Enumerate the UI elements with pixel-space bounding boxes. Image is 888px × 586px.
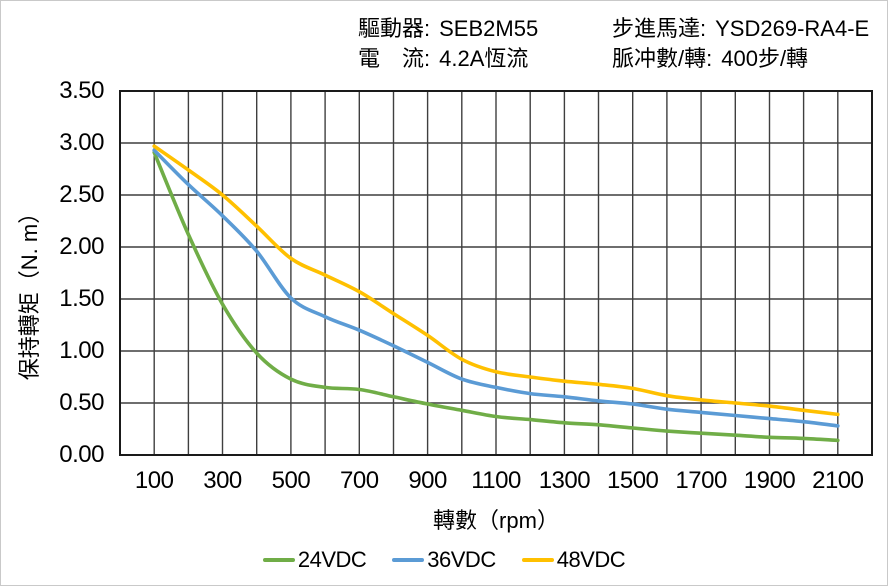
- x-tick-label: 2100: [812, 467, 864, 494]
- x-tick-label: 1900: [743, 467, 796, 494]
- x-axis-title: 轉數（rpm）: [433, 508, 559, 533]
- motor-label: 步進馬達:: [612, 16, 707, 41]
- x-tick-label: 1100: [471, 467, 521, 494]
- legend-item-label: 24VDC: [297, 547, 367, 572]
- y-tick-label: 3.50: [59, 77, 104, 104]
- x-tick-label: 700: [340, 467, 379, 494]
- pulses-row: 脈冲數/轉: 400步/轉: [612, 44, 869, 74]
- driver-label: 驅動器:: [358, 16, 431, 41]
- x-tick-label: 1700: [675, 467, 727, 494]
- y-tick-label: 1.50: [59, 285, 104, 312]
- legend-item-label: 48VDC: [556, 547, 626, 572]
- driver-row: 驅動器: SEB2M55: [358, 14, 538, 44]
- x-tick-label: 100: [134, 467, 174, 494]
- legend-item-label: 36VDC: [427, 547, 496, 572]
- x-tick-label: 900: [408, 467, 447, 494]
- x-tick-label: 300: [203, 467, 242, 494]
- x-tick-label: 1300: [538, 467, 591, 494]
- legend-line-swatch: [392, 558, 425, 562]
- y-tick-label: 0.00: [59, 441, 104, 468]
- y-tick-label: 3.00: [59, 129, 104, 156]
- driver-value: SEB2M55: [439, 16, 539, 41]
- legend-item-24VDC: 24VDC: [262, 547, 367, 573]
- y-tick-label: 2.50: [59, 181, 104, 208]
- pulses-label: 脈冲數/轉:: [612, 46, 713, 71]
- motor-value: YSD269-RA4-E: [715, 16, 870, 41]
- y-tick-label: 2.00: [59, 233, 104, 260]
- series-line-48VDC: [152, 144, 840, 417]
- legend-item-36VDC: 36VDC: [392, 547, 496, 573]
- header-column-right: 步進馬達: YSD269-RA4-E 脈冲數/轉: 400步/轉: [612, 14, 869, 74]
- pulses-value: 400步/轉: [721, 46, 809, 71]
- legend-item-48VDC: 48VDC: [521, 547, 626, 573]
- motor-row: 步進馬達: YSD269-RA4-E: [612, 14, 869, 44]
- current-label: 電 流:: [358, 46, 431, 71]
- legend-line-swatch: [262, 558, 295, 562]
- legend: 24VDC 36VDC 48VDC: [1, 547, 887, 573]
- legend-line-swatch: [521, 558, 554, 562]
- current-value: 4.2A恆流: [439, 46, 529, 71]
- y-tick-label: 1.00: [59, 337, 104, 364]
- x-tick-label: 1500: [606, 467, 659, 494]
- plot-border: [119, 90, 873, 456]
- series-line-24VDC: [152, 150, 840, 443]
- y-tick-label: 0.50: [59, 389, 104, 416]
- series-line-36VDC: [152, 148, 840, 428]
- current-row: 電 流: 4.2A恆流: [358, 44, 538, 74]
- header-column-left: 驅動器: SEB2M55 電 流: 4.2A恆流: [358, 14, 538, 74]
- x-tick-label: 500: [271, 467, 311, 494]
